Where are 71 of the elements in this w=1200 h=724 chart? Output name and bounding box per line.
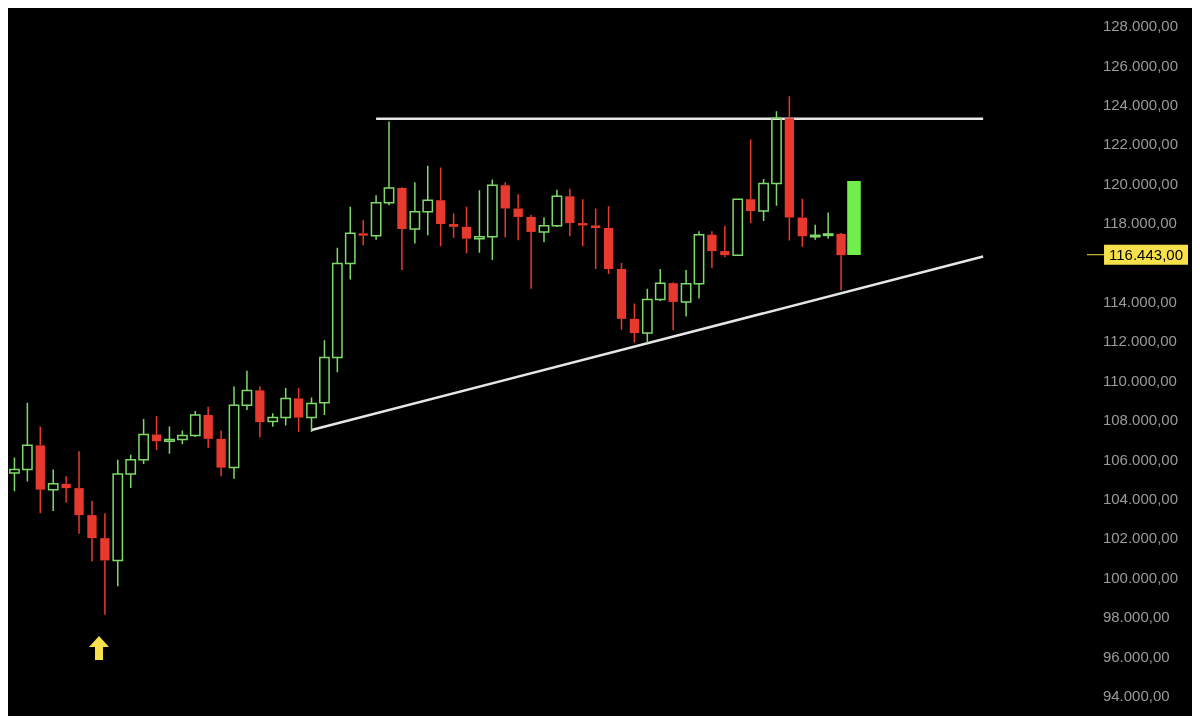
y-tick-label: 104.000,00 [1102,490,1178,508]
y-tick-label: 114.000,00 [1102,293,1177,311]
candlestick [538,216,550,243]
candlestick [551,189,563,227]
candlestick [797,197,807,248]
candlestick [319,339,330,416]
candlestick [591,207,601,270]
y-tick-label: 94.000,00 [1102,687,1170,705]
candlestick [203,405,213,449]
candlestick [448,212,459,239]
candlestick [267,412,279,428]
candlestick [255,385,265,439]
y-tick-label: 122.000,00 [1102,135,1178,153]
candlestick [164,425,175,455]
candlestick [500,181,510,239]
y-tick-label: 126.000,00 [1102,56,1178,74]
candlestick [61,475,71,504]
candlestick [47,468,59,512]
y-tick-label: 112.000,00 [1102,332,1177,350]
candlestick [306,396,317,433]
candlestick [565,188,575,238]
candlestick [486,178,498,261]
candlestick [746,138,756,224]
candlestick [474,189,485,254]
candlestick [344,205,356,281]
candlestick [707,230,717,269]
y-tick-label: 100.000,00 [1102,568,1178,586]
candlestick [680,269,692,318]
candlestick [9,456,20,493]
candlestick [383,120,395,206]
candlestick [358,219,368,246]
candlestick [629,302,640,344]
candlestick [241,369,253,411]
y-tick-label: 98.000,00 [1102,608,1170,626]
candlestick [293,387,304,433]
candlestick [125,454,137,489]
y-tick-label: 106.000,00 [1102,450,1178,468]
candlestick [603,205,614,275]
candlestick [526,214,536,290]
candlestick [784,95,795,242]
candlestick [641,287,653,344]
candlestick [87,500,97,563]
y-tick-label: 96.000,00 [1102,647,1170,665]
y-tick-label: 118.000,00 [1102,214,1177,232]
candlestick [216,429,226,478]
candlestick [112,458,124,587]
candlestick [280,387,292,427]
candlestick [228,385,240,480]
candlestick [513,193,523,241]
y-tick-label: 110.000,00 [1102,371,1177,389]
candlestick [654,268,666,302]
candlestick [422,164,434,237]
candlestick [370,194,382,241]
candlestick [35,425,45,514]
candlestick [21,402,33,483]
y-tick-label: 102.000,00 [1102,529,1178,547]
ref-line-label: 116.443,00 [1109,245,1184,263]
candlestick [331,246,343,373]
candlestick [138,418,150,465]
candlestick [771,110,782,207]
candlestick [100,512,110,616]
candlestick [436,166,446,247]
candlestick [409,181,421,245]
candlestick [74,450,84,535]
y-tick-label: 128.000,00 [1102,17,1178,35]
y-tick-label: 108.000,00 [1102,411,1178,429]
candlestick [461,205,472,254]
candlestick [693,230,705,300]
y-tick-label: 120.000,00 [1102,174,1178,192]
candlestick [836,233,846,292]
y-tick-label: 124.000,00 [1102,95,1178,113]
